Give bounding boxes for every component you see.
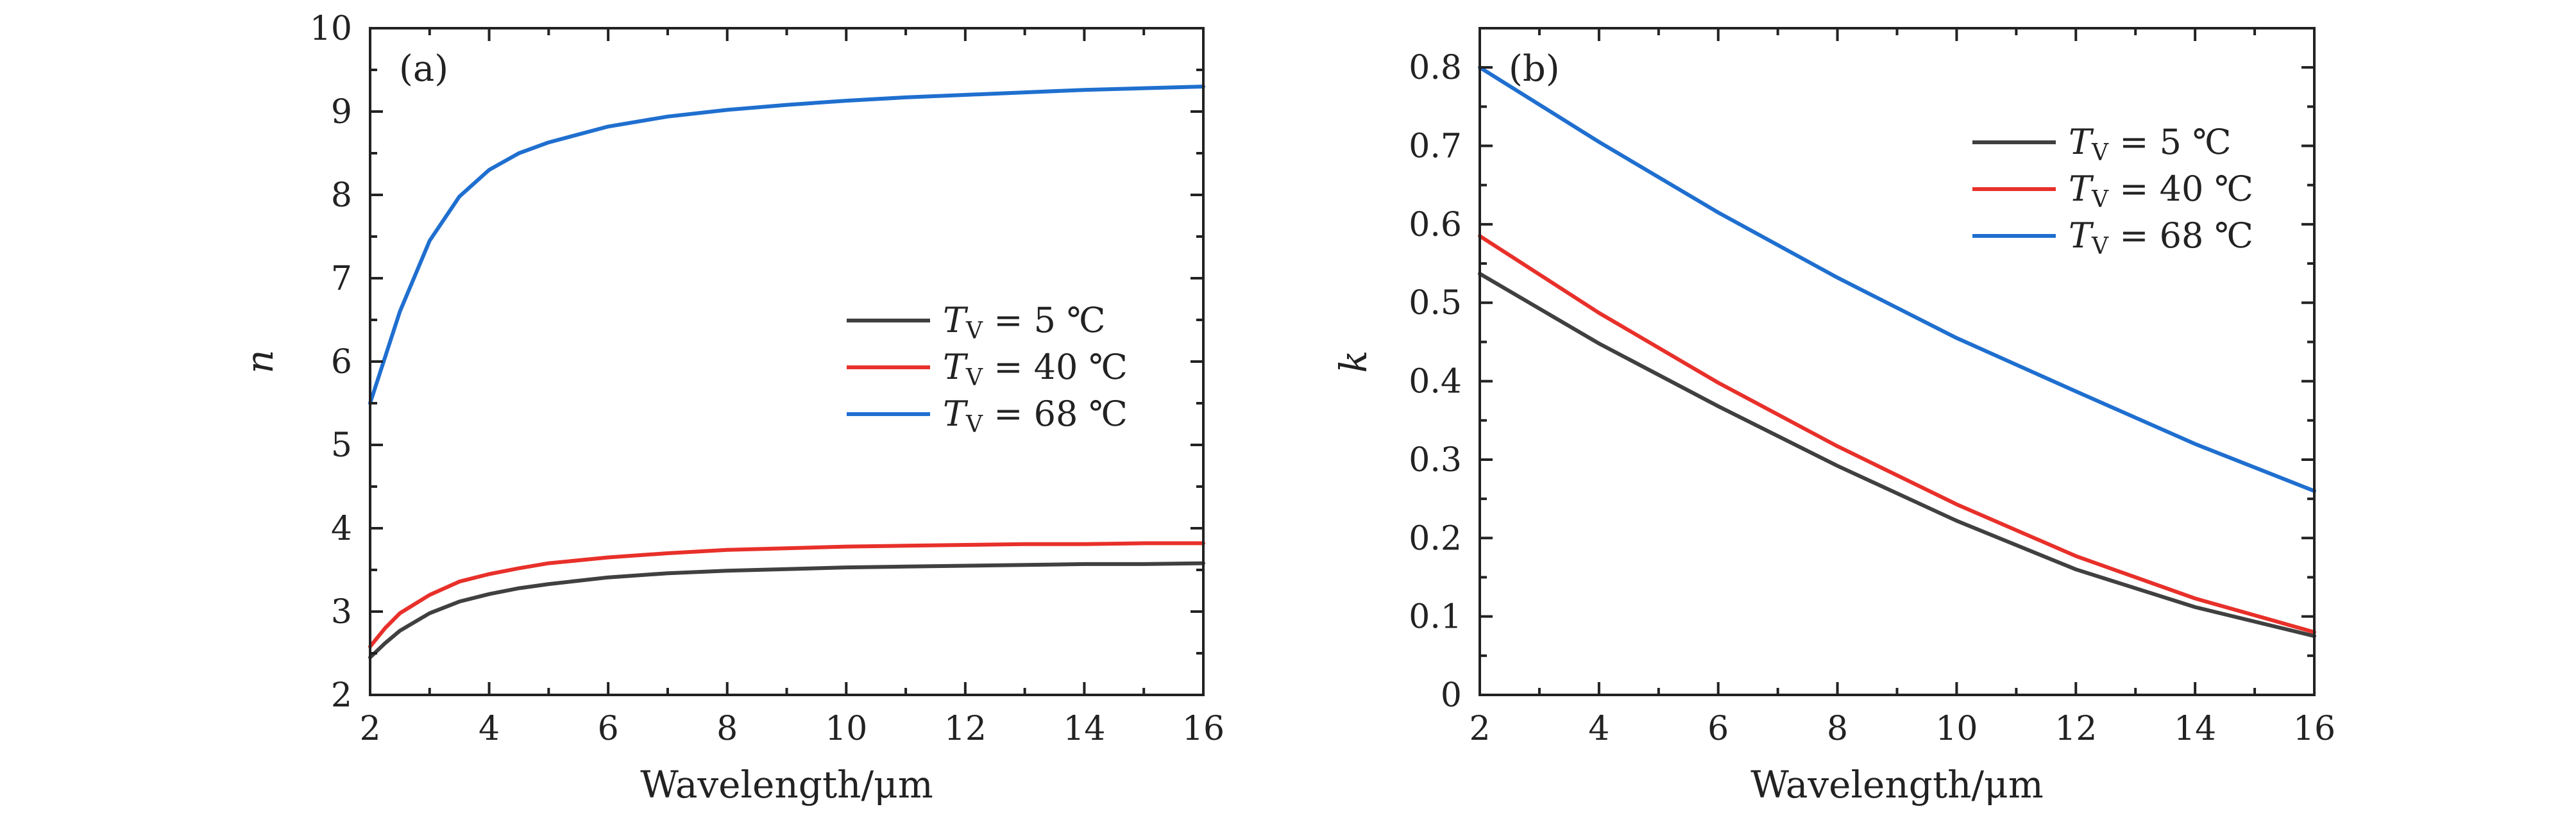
panel-a-legend-label-1: TV = 40 ℃ (943, 347, 1128, 391)
panel-b-series-0-line (1478, 272, 2316, 639)
panel-b-panel-label: (b) (1509, 48, 1560, 90)
panel-a-xtick-label: 16 (1182, 710, 1224, 748)
panel-b-legend-label-2: TV = 68 ℃ (2069, 215, 2253, 260)
panel-b-ytick-label: 0.7 (1409, 128, 1462, 166)
panel-b-ytick-label: 0 (1441, 676, 1462, 715)
panel-b-ytick-label: 0.6 (1409, 206, 1462, 244)
panel-a-legend-label-0: TV = 5 ℃ (943, 300, 1106, 344)
panel-a-ytick-label: 8 (331, 176, 352, 215)
panel-a-ytick-label: 5 (331, 426, 352, 465)
panel-b-ytick-label: 0.8 (1409, 49, 1462, 87)
panel-a-series-1-line (368, 541, 1205, 649)
panel-b-ytick-label: 0.1 (1409, 598, 1462, 637)
panel-a-xtick-label: 12 (944, 710, 987, 748)
panel-a-y-axis-title: n (238, 349, 282, 373)
panel-b-ytick-label: 0.4 (1409, 363, 1462, 401)
panel-a-series-0-line (368, 561, 1205, 660)
panel-b-xtick-label: 14 (2174, 710, 2216, 748)
panel-a-xtick-label: 8 (716, 710, 738, 748)
panel-b-legend-label-1: TV = 40 ℃ (2069, 169, 2253, 213)
panel-a-ytick-label: 6 (331, 343, 352, 381)
panel-b-legend: TV = 5 ℃TV = 40 ℃TV = 68 ℃ (1972, 122, 2253, 260)
panel-a-ytick-label: 10 (310, 10, 352, 48)
panel-a-ytick-label: 2 (331, 676, 352, 715)
panel-a-xtick-label: 14 (1063, 710, 1105, 748)
panel-a-xtick-label: 2 (359, 710, 380, 748)
panel-a-panel-label: (a) (399, 48, 448, 90)
panel-b-ytick-label: 0.2 (1409, 519, 1462, 558)
panel-a-ytick-label: 9 (331, 93, 352, 131)
panel-b-xtick-label: 10 (1935, 710, 1978, 748)
panel-b-x-axis-title: Wavelength/μm (1750, 763, 2044, 806)
panel-a-ytick-label: 3 (331, 593, 352, 631)
panel-a-legend-label-2: TV = 68 ℃ (943, 394, 1128, 438)
panel-a-xtick-label: 10 (825, 710, 867, 748)
panel-a-xtick-label: 4 (479, 710, 500, 748)
panel-a-x-axis-title: Wavelength/μm (640, 763, 933, 806)
panel-b-xtick-label: 8 (1827, 710, 1848, 748)
panel-b-ytick-label: 0.3 (1409, 441, 1462, 480)
panel-a: 2 4 6 8 10 12 14 16 2 3 4 5 6 7 8 9 10 Wavelength/μm n (a) T… (238, 10, 1224, 806)
panel-a-legend: TV = 5 ℃TV = 40 ℃TV = 68 ℃ (847, 300, 1128, 438)
panel-b-series-1-line (1478, 234, 2316, 635)
panel-a-xtick-label: 6 (598, 710, 619, 748)
panel-b-xtick-label: 2 (1469, 710, 1490, 748)
panel-b-xtick-label: 4 (1588, 710, 1609, 748)
panel-b-xtick-label: 6 (1707, 710, 1729, 748)
panel-b-series-2-line (1478, 65, 2316, 493)
panel-b-xtick-label: 12 (2055, 710, 2097, 748)
panel-b-y-axis-title: k (1332, 350, 1375, 372)
panel-a-series-2-line (368, 85, 1205, 405)
panel-a-ytick-label: 7 (331, 260, 352, 298)
panel-b-legend-label-0: TV = 5 ℃ (2069, 122, 2232, 166)
panel-b: 2 4 6 8 10 12 14 16 0 0.1 0.2 0.3 0.4 0.5 0.6 0.7 0.8 Wav… (1332, 27, 2335, 806)
panel-b-xtick-label: 16 (2293, 710, 2335, 748)
panel-a-ytick-label: 4 (331, 510, 352, 548)
panel-b-ytick-label: 0.5 (1409, 284, 1462, 322)
